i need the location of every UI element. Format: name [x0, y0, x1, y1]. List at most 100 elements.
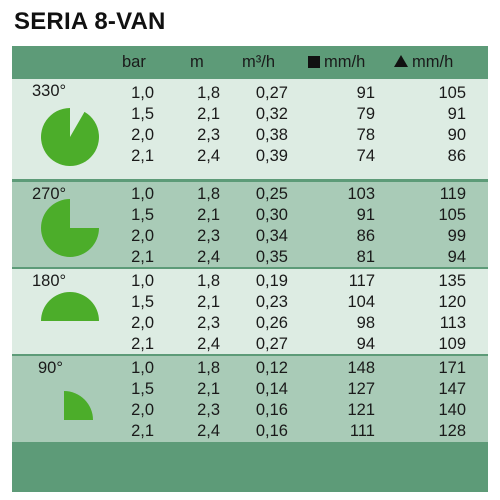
arc-pie-icon — [41, 199, 99, 257]
header-triangle-label: mm/h — [412, 53, 454, 71]
cell-sq: 103 — [347, 185, 375, 203]
header-square-rate: mm/h — [308, 52, 365, 72]
cell-sq: 111 — [349, 422, 375, 440]
cell-m: 2,4 — [197, 147, 220, 165]
cell-bar: 1,0 — [131, 185, 154, 203]
cell-sq: 74 — [356, 147, 375, 165]
cell-bar: 1,0 — [131, 272, 154, 290]
cell-m: 2,4 — [197, 422, 220, 440]
cell-flow: 0,26 — [255, 314, 288, 332]
cell-sq: 148 — [347, 359, 375, 377]
cell-flow: 0,16 — [255, 401, 288, 419]
arc-angle-label: 270° — [32, 185, 67, 203]
header-triangle-rate: mm/h — [394, 52, 453, 72]
cell-flow: 0,27 — [255, 84, 288, 102]
cell-bar: 2,1 — [131, 335, 154, 353]
cell-m: 2,3 — [197, 227, 220, 245]
cell-m: 1,8 — [197, 185, 220, 203]
cell-m: 2,4 — [197, 335, 220, 353]
cell-bar: 1,0 — [131, 84, 154, 102]
cell-flow: 0,14 — [255, 380, 288, 398]
cell-bar: 2,1 — [131, 248, 154, 266]
cell-flow: 0,12 — [255, 359, 288, 377]
cell-bar: 1,5 — [131, 293, 154, 311]
cell-flow: 0,25 — [255, 185, 288, 203]
cell-tri: 119 — [439, 185, 466, 203]
header-bar: bar — [122, 53, 146, 71]
cell-tri: 94 — [447, 248, 466, 266]
cell-m: 1,8 — [197, 84, 220, 102]
cell-flow: 0,27 — [255, 335, 288, 353]
triangle-icon — [394, 55, 408, 67]
cell-m: 2,1 — [197, 293, 220, 311]
cell-tri: 140 — [438, 401, 466, 419]
header-flow: m³/h — [242, 53, 275, 71]
cell-sq: 127 — [347, 380, 375, 398]
cell-bar: 2,1 — [131, 422, 154, 440]
cell-sq: 121 — [347, 401, 375, 419]
spec-table: bar m m³/h mm/h mm/h 330° 1,0 1,8 0,27 91 105… — [12, 46, 488, 492]
arc-angle-label: 180° — [32, 272, 67, 290]
cell-bar: 2,0 — [131, 401, 154, 419]
arc-pie-icon — [40, 108, 99, 166]
cell-flow: 0,23 — [255, 293, 288, 311]
cell-tri: 90 — [447, 126, 466, 144]
arc-section-0: 330° 1,0 1,8 0,27 91 105 1,5 2,1 0,32 79 91 2,0 2,3 0… — [12, 79, 488, 179]
cell-tri: 128 — [438, 422, 466, 440]
cell-flow: 0,35 — [255, 248, 288, 266]
table-header: bar m m³/h mm/h mm/h — [12, 46, 488, 78]
cell-m: 2,1 — [197, 105, 220, 123]
cell-tri: 113 — [439, 314, 466, 332]
header-square-label: mm/h — [324, 53, 366, 71]
cell-tri: 147 — [438, 380, 466, 398]
cell-flow: 0,32 — [255, 105, 288, 123]
cell-sq: 117 — [348, 272, 375, 290]
cell-flow: 0,19 — [255, 272, 288, 290]
cell-sq: 104 — [347, 293, 375, 311]
cell-tri: 86 — [447, 147, 466, 165]
cell-bar: 2,0 — [131, 227, 154, 245]
cell-sq: 94 — [356, 335, 375, 353]
cell-bar: 2,0 — [131, 126, 154, 144]
cell-bar: 1,5 — [131, 380, 154, 398]
arc-angle-label: 330° — [32, 82, 67, 100]
cell-flow: 0,34 — [255, 227, 288, 245]
cell-m: 2,1 — [197, 380, 220, 398]
cell-tri: 135 — [438, 272, 466, 290]
arc-pie-icon — [64, 391, 93, 420]
cell-tri: 91 — [447, 105, 466, 123]
cell-m: 2,3 — [197, 126, 220, 144]
cell-sq: 91 — [356, 206, 375, 224]
cell-tri: 105 — [438, 206, 466, 224]
cell-tri: 109 — [438, 335, 466, 353]
square-icon — [308, 56, 320, 68]
cell-sq: 86 — [356, 227, 375, 245]
cell-m: 2,1 — [197, 206, 220, 224]
cell-tri: 171 — [438, 359, 466, 377]
arc-section-3: 90° 1,0 1,8 0,12 148 171 1,5 2,1 0,14 127 147 2,0 2,… — [12, 356, 488, 442]
cell-tri: 120 — [438, 293, 466, 311]
cell-flow: 0,39 — [255, 147, 288, 165]
cell-m: 2,3 — [197, 401, 220, 419]
cell-sq: 91 — [356, 84, 375, 102]
cell-sq: 98 — [356, 314, 375, 332]
cell-tri: 99 — [447, 227, 466, 245]
cell-sq: 81 — [356, 248, 375, 266]
cell-sq: 79 — [356, 105, 375, 123]
cell-bar: 2,0 — [131, 314, 154, 332]
cell-bar: 2,1 — [131, 147, 154, 165]
cell-bar: 1,5 — [131, 105, 154, 123]
cell-bar: 1,5 — [131, 206, 154, 224]
cell-bar: 1,0 — [131, 359, 154, 377]
header-m: m — [190, 53, 204, 71]
arc-pie-icon — [41, 292, 99, 321]
cell-flow: 0,16 — [255, 422, 288, 440]
page-title: SERIA 8-VAN — [14, 8, 166, 35]
cell-m: 2,4 — [197, 248, 220, 266]
arc-section-1: 270° 1,0 1,8 0,25 103 119 1,5 2,1 0,30 91 105 2,0 2,… — [12, 182, 488, 267]
arc-angle-label: 90° — [38, 359, 63, 377]
cell-flow: 0,38 — [255, 126, 288, 144]
cell-sq: 78 — [356, 126, 375, 144]
cell-tri: 105 — [438, 84, 466, 102]
cell-flow: 0,30 — [255, 206, 288, 224]
